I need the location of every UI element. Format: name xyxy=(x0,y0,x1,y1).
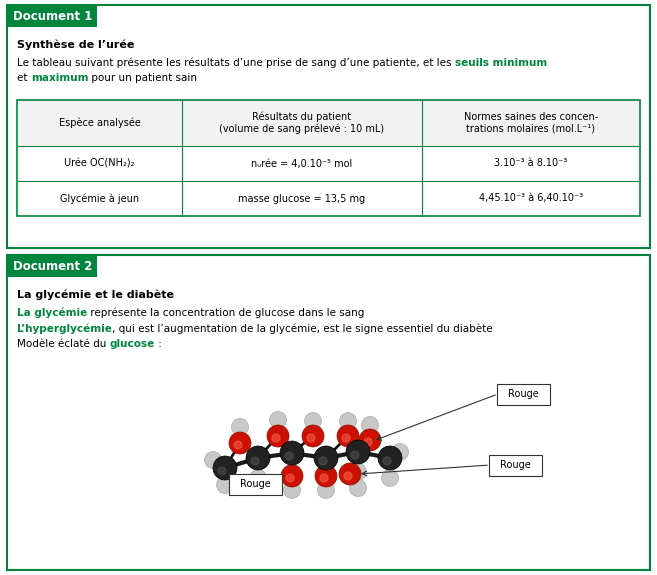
FancyBboxPatch shape xyxy=(7,255,650,570)
Text: Rouge: Rouge xyxy=(240,479,271,489)
Circle shape xyxy=(378,446,402,470)
Text: Rouge: Rouge xyxy=(508,389,538,399)
FancyBboxPatch shape xyxy=(497,384,549,404)
Circle shape xyxy=(231,419,248,435)
Circle shape xyxy=(344,472,352,480)
Circle shape xyxy=(304,412,321,430)
FancyBboxPatch shape xyxy=(229,473,281,494)
FancyBboxPatch shape xyxy=(489,454,541,476)
Circle shape xyxy=(267,425,289,447)
Text: Document 1: Document 1 xyxy=(13,10,93,22)
Text: masse glucose = 13,5 mg: masse glucose = 13,5 mg xyxy=(238,194,365,204)
Circle shape xyxy=(307,434,315,442)
Circle shape xyxy=(250,470,267,486)
Circle shape xyxy=(246,446,270,470)
Text: Modèle éclaté du: Modèle éclaté du xyxy=(17,339,110,349)
Text: glucose: glucose xyxy=(110,339,155,349)
Text: Rouge: Rouge xyxy=(499,460,530,470)
Circle shape xyxy=(340,412,357,430)
Text: et: et xyxy=(17,73,31,83)
Text: représente la concentration de glucose dans le sang: représente la concentration de glucose d… xyxy=(87,307,365,317)
Text: Glycémie à jeun: Glycémie à jeun xyxy=(60,193,139,204)
Circle shape xyxy=(350,463,367,481)
Circle shape xyxy=(213,456,237,480)
Circle shape xyxy=(281,465,303,487)
Text: , qui est l’augmentation de la glycémie, est le signe essentiel du diabète: , qui est l’augmentation de la glycémie,… xyxy=(112,323,493,334)
Text: Urée OC(NH₂)₂: Urée OC(NH₂)₂ xyxy=(64,159,135,168)
Circle shape xyxy=(382,470,399,486)
Circle shape xyxy=(217,477,233,493)
Circle shape xyxy=(280,441,304,465)
Text: pour un patient sain: pour un patient sain xyxy=(88,73,197,83)
Circle shape xyxy=(351,451,359,459)
Circle shape xyxy=(317,481,334,499)
Circle shape xyxy=(383,457,391,465)
Text: Normes saines des concen-
trations molaires (mol.L⁻¹): Normes saines des concen- trations molai… xyxy=(464,112,598,134)
Circle shape xyxy=(272,434,280,442)
Text: Espèce analysée: Espèce analysée xyxy=(58,118,141,128)
Circle shape xyxy=(359,429,381,451)
FancyBboxPatch shape xyxy=(7,5,650,248)
Circle shape xyxy=(218,467,226,475)
Circle shape xyxy=(337,425,359,447)
Circle shape xyxy=(342,434,350,442)
FancyBboxPatch shape xyxy=(7,255,97,277)
Circle shape xyxy=(284,463,300,481)
FancyBboxPatch shape xyxy=(17,100,640,146)
Circle shape xyxy=(317,470,334,486)
Text: L’hyperglycémie: L’hyperglycémie xyxy=(17,323,112,334)
Text: La glycémie et le diabète: La glycémie et le diabète xyxy=(17,289,174,300)
Text: seuils minimum: seuils minimum xyxy=(455,58,547,67)
Circle shape xyxy=(314,446,338,470)
Circle shape xyxy=(285,452,293,460)
Circle shape xyxy=(364,438,372,446)
Text: Document 2: Document 2 xyxy=(13,259,93,273)
Circle shape xyxy=(286,474,294,482)
Circle shape xyxy=(315,465,337,487)
Circle shape xyxy=(269,412,286,428)
Text: Synthèse de l’urée: Synthèse de l’urée xyxy=(17,39,135,49)
FancyBboxPatch shape xyxy=(7,5,97,27)
Circle shape xyxy=(361,416,378,434)
Text: La glycémie: La glycémie xyxy=(17,307,87,317)
Circle shape xyxy=(320,474,328,482)
Circle shape xyxy=(234,441,242,449)
Text: nᵤrée = 4,0.10⁻⁵ mol: nᵤrée = 4,0.10⁻⁵ mol xyxy=(252,159,353,168)
Circle shape xyxy=(319,457,327,465)
Circle shape xyxy=(346,440,370,464)
Circle shape xyxy=(229,432,251,454)
Text: :: : xyxy=(155,339,162,349)
Circle shape xyxy=(302,425,324,447)
Text: Résultats du patient
(volume de sang prélevé : 10 mL): Résultats du patient (volume de sang pré… xyxy=(219,112,384,135)
Circle shape xyxy=(204,451,221,469)
Circle shape xyxy=(284,481,300,499)
Text: maximum: maximum xyxy=(31,73,88,83)
Text: 3.10⁻³ à 8.10⁻³: 3.10⁻³ à 8.10⁻³ xyxy=(494,159,568,168)
Text: Le tableau suivant présente les résultats d’une prise de sang d’une patiente, et: Le tableau suivant présente les résultat… xyxy=(17,57,455,67)
Circle shape xyxy=(339,463,361,485)
Circle shape xyxy=(350,480,367,496)
Circle shape xyxy=(251,457,259,465)
Text: 4,45.10⁻³ à 6,40.10⁻³: 4,45.10⁻³ à 6,40.10⁻³ xyxy=(479,194,583,204)
Circle shape xyxy=(392,443,409,461)
